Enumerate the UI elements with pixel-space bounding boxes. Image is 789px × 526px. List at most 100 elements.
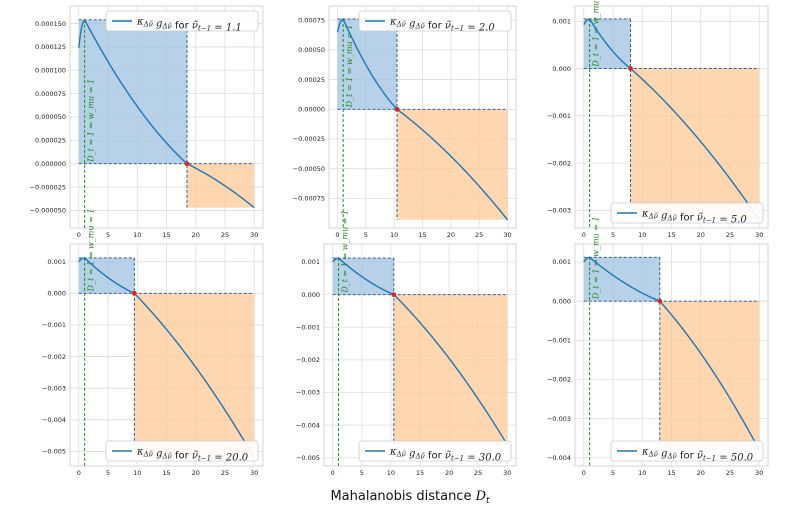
series-curve [78, 257, 255, 459]
legend-label: κΔν̃ gΔν̃ for ν̃t−1 = 2.0 [389, 17, 495, 34]
y-tick-label: −0.002 [547, 159, 571, 167]
y-tick-label: −0.000050 [30, 207, 66, 215]
negative-area [397, 109, 508, 220]
y-tick-label: −0.001 [547, 337, 571, 345]
series-curve [78, 18, 255, 209]
y-tick-label: 0.000 [301, 291, 320, 299]
root-marker [131, 290, 137, 296]
panel-3: 0 5 10 15 20 25 30 −0.003 −0.002 −0.001 0.000 0.001… [547, 0, 769, 239]
x-tick-label: 30 [250, 231, 258, 239]
negative-area [186, 163, 255, 208]
negative-area [630, 68, 760, 220]
panel-1: 0 5 10 15 20 25 30 −0.000050 −0.000025 0.000000 0.… [30, 5, 264, 239]
y-tick-label: 0.001 [301, 258, 320, 266]
dt-one-annotation: D_t = 1 ⇒ w_mu = 1 [345, 25, 354, 109]
legend-box [358, 10, 512, 32]
y-tick-label: −0.005 [42, 448, 66, 456]
y-tick-label: −0.003 [547, 207, 571, 215]
legend-box [610, 202, 764, 224]
y-tick-label: −0.002 [296, 356, 320, 364]
legend-label: κΔν̃ gΔν̃ for ν̃t−1 = 50.0 [641, 447, 754, 464]
x-tick-label: 0 [582, 231, 586, 239]
x-tick-label: 5 [106, 469, 110, 477]
y-tick-label: −0.001 [42, 321, 66, 329]
series-curve [336, 17, 509, 221]
y-tick-label: 0.000100 [35, 66, 66, 74]
panel-6: 0 5 10 15 20 25 30 −0.004 −0.003 −0.002 −0.001 0.00… [547, 216, 769, 477]
x-tick-label: 0 [77, 231, 81, 239]
y-tick-label: −0.004 [42, 416, 66, 424]
x-tick-label: 30 [503, 469, 511, 477]
x-tick-label: 5 [611, 231, 615, 239]
dt-one-annotation: D_t = 1 ⇒ w_mu = 1 [87, 79, 96, 163]
legend-label: κΔν̃ gΔν̃ for ν̃t−1 = 20.0 [136, 447, 249, 464]
y-tick-label: 0.00050 [298, 46, 325, 54]
root-marker [391, 292, 397, 298]
x-tick-label: 30 [755, 469, 763, 477]
positive-area [78, 257, 135, 294]
x-tick-label: 15 [667, 469, 675, 477]
dt-one-annotation: D_t = 1 ⇒ w_mu = 1 [341, 210, 350, 294]
series-curve [583, 18, 760, 221]
x-tick-label: 10 [133, 231, 141, 239]
x-tick-label: 15 [667, 231, 675, 239]
legend-label: κΔν̃ gΔν̃ for ν̃t−1 = 30.0 [389, 447, 502, 464]
y-tick-label: 0.000025 [35, 137, 66, 145]
x-tick-label: 0 [335, 231, 339, 239]
legend-label: κΔν̃ gΔν̃ for ν̃t−1 = 1.1 [136, 17, 242, 34]
y-tick-label: 0.001 [552, 258, 571, 266]
root-marker [657, 298, 663, 304]
x-tick-label: 10 [638, 469, 646, 477]
y-tick-label: 0.00000 [298, 105, 325, 113]
x-tick-label: 25 [474, 469, 482, 477]
y-tick-label: 0.001 [47, 258, 66, 266]
x-tick-label: 20 [192, 231, 200, 239]
y-tick-label: 0.00075 [298, 16, 325, 24]
y-tick-label: −0.003 [42, 384, 66, 392]
legend-box [358, 440, 512, 462]
y-tick-label: −0.004 [547, 454, 571, 462]
x-tick-label: 10 [638, 231, 646, 239]
x-tick-label: 25 [221, 469, 229, 477]
x-tick-label: 20 [447, 231, 455, 239]
dt-one-annotation: D_t = 1 ⇒ w_mu = 1 [87, 209, 96, 293]
x-tick-label: 0 [582, 469, 586, 477]
y-tick-label: −0.004 [296, 421, 320, 429]
x-tick-label: 5 [360, 469, 364, 477]
negative-area [393, 294, 508, 445]
panel-4: 0 5 10 15 20 25 30 −0.005 −0.004 −0.003 −0.002 −0.0… [42, 209, 264, 477]
panel-5: 0 5 10 15 20 25 30 −0.005 −0.004 −0.003 −0.002 −0.0… [296, 210, 517, 477]
x-tick-label: 15 [416, 469, 424, 477]
x-tick-label: 30 [755, 231, 763, 239]
x-tick-label: 20 [697, 469, 705, 477]
y-tick-label: 0.000000 [35, 160, 66, 168]
x-tick-label: 0 [331, 469, 335, 477]
dt-one-annotation: D_t = 1 ⇒ w_mu = 1 [592, 216, 601, 300]
y-tick-label: −0.000025 [30, 183, 66, 191]
legend-box [105, 440, 259, 462]
y-tick-label: −0.001 [547, 112, 571, 120]
legend-label: κΔν̃ gΔν̃ for ν̃t−1 = 5.0 [641, 209, 747, 226]
y-tick-label: −0.002 [42, 353, 66, 361]
x-tick-label: 20 [192, 469, 200, 477]
y-tick-label: −0.003 [296, 389, 320, 397]
negative-area [659, 301, 760, 450]
positive-area [332, 258, 394, 295]
y-tick-label: 0.000 [47, 290, 66, 298]
negative-area [134, 293, 255, 458]
y-tick-label: −0.005 [296, 454, 320, 462]
y-tick-label: 0.00025 [298, 76, 325, 84]
x-tick-label: 10 [133, 469, 141, 477]
x-tick-label: 20 [445, 469, 453, 477]
root-marker [394, 106, 400, 112]
y-tick-label: 0.000 [552, 297, 571, 305]
x-tick-label: 5 [611, 469, 615, 477]
x-tick-label: 30 [503, 231, 511, 239]
y-tick-label: −0.00075 [293, 195, 325, 203]
series-curve [583, 256, 760, 451]
positive-area [337, 18, 397, 110]
positive-area [78, 19, 187, 164]
root-marker [628, 66, 633, 71]
y-tick-label: 0.000 [552, 65, 571, 73]
y-tick-label: 0.000125 [35, 43, 66, 51]
